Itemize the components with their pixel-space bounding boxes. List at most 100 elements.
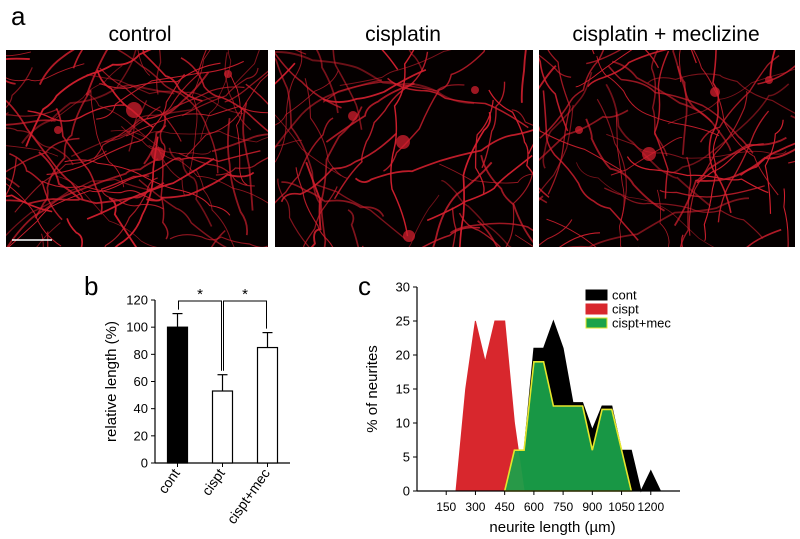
micrograph-cisplatin	[275, 50, 533, 247]
neurite-process	[547, 50, 571, 195]
neurite-process	[116, 50, 219, 174]
neurite-process	[34, 90, 92, 219]
x-tick-label: 750	[553, 500, 573, 514]
neurite-process	[66, 218, 83, 247]
y-tick-label: 5	[403, 450, 410, 465]
neurite-process	[586, 50, 622, 65]
neurite-process	[539, 50, 605, 139]
neurite-process	[305, 161, 322, 247]
neurite-process	[178, 152, 255, 187]
neurite-process	[224, 70, 268, 103]
cell-body	[471, 86, 479, 94]
y-tick-label: 120	[126, 293, 148, 308]
neurite-process	[539, 109, 629, 161]
neurite-process	[458, 111, 492, 247]
y-tick-label: 40	[134, 401, 148, 416]
significance-bracket	[223, 300, 267, 371]
neurite-process	[188, 50, 211, 175]
neurite-process	[477, 220, 499, 247]
neurite-process	[539, 104, 574, 194]
neurite-process	[96, 69, 154, 128]
x-tick-label: cont	[155, 465, 183, 496]
neurite-process	[110, 130, 268, 143]
neurite-process	[539, 219, 573, 246]
y-tick-label: 100	[126, 320, 148, 335]
neurite-process	[783, 188, 789, 247]
significance-label: *	[242, 286, 248, 303]
bar-cont	[166, 326, 189, 464]
neurite-process	[696, 143, 764, 184]
neurite-process	[788, 160, 795, 164]
y-axis-label: % of neurites	[364, 345, 381, 433]
cell-body	[403, 230, 415, 242]
neurite-process	[339, 50, 452, 86]
neurite-process	[717, 110, 770, 223]
cell-body	[348, 111, 358, 121]
neurite-process	[275, 70, 339, 126]
x-tick-label: 900	[582, 500, 602, 514]
neurite-process	[322, 68, 427, 103]
significance-label: *	[197, 286, 203, 303]
neurite-process	[739, 142, 795, 177]
bar-cispt+mec	[256, 346, 279, 464]
neurite-process	[745, 228, 782, 247]
neurite-process	[275, 51, 342, 109]
neurite-process	[6, 145, 59, 157]
neurite-process	[585, 118, 665, 212]
x-tick-label: 450	[495, 500, 515, 514]
legend-label-cispt: cispt	[612, 302, 639, 317]
neurite-process	[421, 226, 480, 247]
neurite-process	[180, 57, 268, 133]
neurite-process	[142, 50, 203, 102]
neurite-process	[315, 50, 339, 114]
neurite-process	[6, 194, 53, 213]
neurite-process	[539, 187, 550, 198]
neurite-process	[591, 50, 595, 55]
neurite-process	[227, 117, 248, 236]
neurite-process	[230, 74, 248, 186]
neurite-process	[610, 137, 683, 176]
neurite-process	[101, 189, 164, 210]
neurite-process	[657, 189, 670, 247]
legend-swatch-cispt+mec	[585, 317, 608, 329]
neurite-process	[439, 163, 533, 184]
neurite-process	[314, 183, 406, 240]
y-tick-label: 30	[396, 280, 410, 295]
neurite-process	[520, 50, 527, 103]
neurite-process	[690, 50, 697, 64]
neurite-process	[790, 114, 795, 119]
neurite-process	[275, 62, 296, 85]
neurite-process	[295, 167, 334, 247]
cell-body	[642, 147, 656, 161]
neurite-process	[234, 50, 260, 85]
neurite-process	[85, 92, 186, 197]
neurite-process	[275, 51, 475, 105]
neurite-process	[539, 195, 544, 201]
neurite-process	[408, 50, 423, 71]
neurite-process	[539, 126, 623, 172]
cell-body	[151, 147, 165, 161]
cell-body	[126, 102, 142, 118]
neurite-process	[653, 50, 670, 199]
x-tick-label: 300	[465, 500, 485, 514]
neurite-process	[275, 117, 334, 204]
neurite-process	[488, 89, 533, 175]
neurite-process	[6, 127, 74, 166]
neurite-process	[322, 81, 465, 103]
neurite-process	[36, 222, 61, 247]
neurite-process	[426, 154, 533, 222]
y-tick-label: 20	[134, 428, 148, 443]
neurite-process	[6, 63, 85, 82]
y-tick-label: 0	[403, 484, 410, 499]
neurite-process	[546, 218, 597, 247]
neurite-process	[169, 234, 268, 247]
neurite-process	[215, 157, 268, 176]
neurite-process	[325, 82, 415, 143]
neurite-process	[320, 106, 363, 247]
panel-letter-c: c	[358, 271, 371, 301]
neurite-process	[480, 155, 533, 244]
cell-body	[765, 76, 773, 84]
micrograph-control	[6, 50, 268, 247]
neurite-process	[86, 74, 244, 115]
